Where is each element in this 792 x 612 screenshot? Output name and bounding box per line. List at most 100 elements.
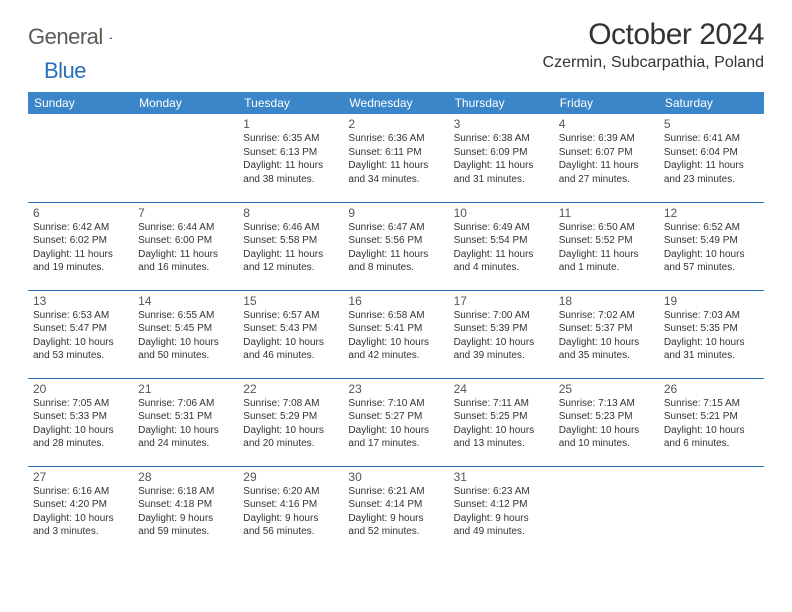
location: Czermin, Subcarpathia, Poland — [543, 54, 764, 72]
cell-text: Daylight: 10 hours — [664, 424, 759, 438]
calendar-cell: 28Sunrise: 6:18 AMSunset: 4:18 PMDayligh… — [133, 466, 238, 554]
triangle-icon — [109, 30, 112, 46]
day-number: 11 — [559, 206, 654, 220]
cell-text: Sunrise: 7:15 AM — [664, 397, 759, 411]
calendar-table: Sunday Monday Tuesday Wednesday Thursday… — [28, 92, 764, 554]
day-number: 25 — [559, 382, 654, 396]
cell-text: Sunrise: 6:20 AM — [243, 485, 338, 499]
month-title: October 2024 — [543, 18, 764, 52]
cell-text: Daylight: 9 hours — [454, 512, 549, 526]
cell-text: Sunset: 4:18 PM — [138, 498, 233, 512]
cell-text: and 39 minutes. — [454, 349, 549, 363]
weekday-header: Thursday — [449, 92, 554, 114]
day-number: 27 — [33, 470, 128, 484]
cell-text: Sunset: 5:52 PM — [559, 234, 654, 248]
weekday-header: Sunday — [28, 92, 133, 114]
cell-text: Sunset: 5:33 PM — [33, 410, 128, 424]
cell-text: Sunset: 4:12 PM — [454, 498, 549, 512]
calendar-cell: 10Sunrise: 6:49 AMSunset: 5:54 PMDayligh… — [449, 202, 554, 290]
weekday-header: Wednesday — [343, 92, 448, 114]
day-number: 14 — [138, 294, 233, 308]
logo-word2: Blue — [44, 58, 86, 84]
cell-text: Sunrise: 7:10 AM — [348, 397, 443, 411]
calendar-cell — [28, 114, 133, 202]
day-number: 18 — [559, 294, 654, 308]
cell-text: Daylight: 10 hours — [138, 424, 233, 438]
calendar-cell: 30Sunrise: 6:21 AMSunset: 4:14 PMDayligh… — [343, 466, 448, 554]
cell-text: Daylight: 10 hours — [348, 424, 443, 438]
cell-text: Sunset: 5:41 PM — [348, 322, 443, 336]
day-number: 1 — [243, 117, 338, 131]
cell-text: and 28 minutes. — [33, 437, 128, 451]
weekday-header: Saturday — [659, 92, 764, 114]
calendar-cell: 27Sunrise: 6:16 AMSunset: 4:20 PMDayligh… — [28, 466, 133, 554]
day-number: 30 — [348, 470, 443, 484]
cell-text: Daylight: 10 hours — [33, 424, 128, 438]
cell-text: and 20 minutes. — [243, 437, 338, 451]
day-number: 4 — [559, 117, 654, 131]
calendar-row: 20Sunrise: 7:05 AMSunset: 5:33 PMDayligh… — [28, 378, 764, 466]
cell-text: Daylight: 11 hours — [664, 159, 759, 173]
cell-text: Sunrise: 7:03 AM — [664, 309, 759, 323]
day-number: 7 — [138, 206, 233, 220]
cell-text: Sunset: 5:35 PM — [664, 322, 759, 336]
weekday-header: Tuesday — [238, 92, 343, 114]
cell-text: Sunrise: 6:18 AM — [138, 485, 233, 499]
cell-text: Daylight: 11 hours — [138, 248, 233, 262]
cell-text: Sunset: 6:09 PM — [454, 146, 549, 160]
calendar-cell: 17Sunrise: 7:00 AMSunset: 5:39 PMDayligh… — [449, 290, 554, 378]
cell-text: and 3 minutes. — [33, 525, 128, 539]
cell-text: and 16 minutes. — [138, 261, 233, 275]
calendar-cell: 6Sunrise: 6:42 AMSunset: 6:02 PMDaylight… — [28, 202, 133, 290]
day-number: 17 — [454, 294, 549, 308]
cell-text: Sunrise: 6:42 AM — [33, 221, 128, 235]
cell-text: and 34 minutes. — [348, 173, 443, 187]
calendar-cell: 22Sunrise: 7:08 AMSunset: 5:29 PMDayligh… — [238, 378, 343, 466]
cell-text: and 4 minutes. — [454, 261, 549, 275]
cell-text: Sunrise: 6:58 AM — [348, 309, 443, 323]
day-number: 2 — [348, 117, 443, 131]
day-number: 13 — [33, 294, 128, 308]
calendar-cell: 25Sunrise: 7:13 AMSunset: 5:23 PMDayligh… — [554, 378, 659, 466]
calendar-cell: 8Sunrise: 6:46 AMSunset: 5:58 PMDaylight… — [238, 202, 343, 290]
calendar-cell: 20Sunrise: 7:05 AMSunset: 5:33 PMDayligh… — [28, 378, 133, 466]
calendar-cell: 4Sunrise: 6:39 AMSunset: 6:07 PMDaylight… — [554, 114, 659, 202]
cell-text: and 23 minutes. — [664, 173, 759, 187]
cell-text: Daylight: 11 hours — [33, 248, 128, 262]
cell-text: Daylight: 10 hours — [348, 336, 443, 350]
day-number: 10 — [454, 206, 549, 220]
calendar-cell: 26Sunrise: 7:15 AMSunset: 5:21 PMDayligh… — [659, 378, 764, 466]
calendar-row: 1Sunrise: 6:35 AMSunset: 6:13 PMDaylight… — [28, 114, 764, 202]
day-number: 24 — [454, 382, 549, 396]
calendar-row: 27Sunrise: 6:16 AMSunset: 4:20 PMDayligh… — [28, 466, 764, 554]
cell-text: and 1 minute. — [559, 261, 654, 275]
calendar-cell: 18Sunrise: 7:02 AMSunset: 5:37 PMDayligh… — [554, 290, 659, 378]
day-number: 8 — [243, 206, 338, 220]
cell-text: Sunset: 5:54 PM — [454, 234, 549, 248]
cell-text: Sunset: 5:43 PM — [243, 322, 338, 336]
cell-text: Sunset: 5:56 PM — [348, 234, 443, 248]
cell-text: and 46 minutes. — [243, 349, 338, 363]
calendar-cell — [554, 466, 659, 554]
cell-text: Daylight: 10 hours — [664, 248, 759, 262]
cell-text: Daylight: 11 hours — [559, 248, 654, 262]
cell-text: Daylight: 11 hours — [454, 159, 549, 173]
cell-text: Sunrise: 6:44 AM — [138, 221, 233, 235]
cell-text: Sunrise: 6:55 AM — [138, 309, 233, 323]
cell-text: Daylight: 11 hours — [559, 159, 654, 173]
cell-text: Sunrise: 6:53 AM — [33, 309, 128, 323]
cell-text: and 6 minutes. — [664, 437, 759, 451]
cell-text: Sunset: 6:00 PM — [138, 234, 233, 248]
calendar-cell: 31Sunrise: 6:23 AMSunset: 4:12 PMDayligh… — [449, 466, 554, 554]
cell-text: Sunrise: 6:16 AM — [33, 485, 128, 499]
day-number: 26 — [664, 382, 759, 396]
cell-text: Sunrise: 7:13 AM — [559, 397, 654, 411]
calendar-cell: 9Sunrise: 6:47 AMSunset: 5:56 PMDaylight… — [343, 202, 448, 290]
cell-text: and 42 minutes. — [348, 349, 443, 363]
cell-text: and 27 minutes. — [559, 173, 654, 187]
calendar-cell: 12Sunrise: 6:52 AMSunset: 5:49 PMDayligh… — [659, 202, 764, 290]
cell-text: Sunset: 5:58 PM — [243, 234, 338, 248]
cell-text: Sunset: 5:27 PM — [348, 410, 443, 424]
day-number: 31 — [454, 470, 549, 484]
day-number: 16 — [348, 294, 443, 308]
